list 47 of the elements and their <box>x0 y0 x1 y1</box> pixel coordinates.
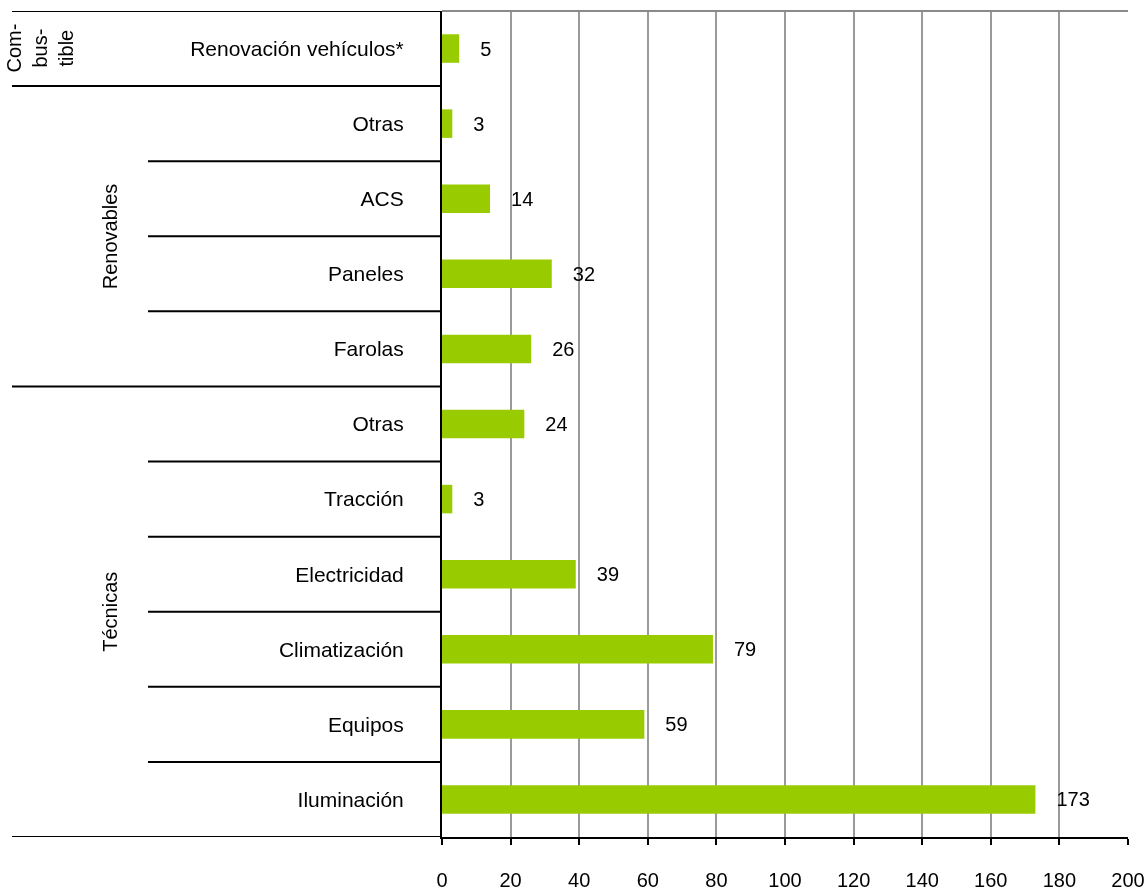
data-label: 5 <box>480 37 492 60</box>
y-tick-label: ACS <box>360 187 404 211</box>
text: Técnicas <box>99 571 122 652</box>
data-label: 173 <box>1056 788 1090 811</box>
x-tick-label: 0 <box>436 869 448 891</box>
y-tick-label: Paneles <box>327 262 404 286</box>
x-tick-label: 40 <box>568 869 591 891</box>
y-tick-label: Otras <box>352 111 404 135</box>
bar <box>442 484 453 514</box>
y-tick-label: Iluminación <box>297 787 404 811</box>
x-tick-label: 200 <box>1111 869 1145 891</box>
bar <box>442 184 491 213</box>
bar <box>442 559 576 589</box>
data-label: 32 <box>572 262 596 285</box>
x-tick-label: 20 <box>499 869 522 891</box>
data-label: 3 <box>473 112 485 135</box>
text: Com- bus- tible <box>3 23 78 73</box>
data-label: 14 <box>511 187 534 210</box>
data-label: 39 <box>596 563 620 586</box>
x-tick-label: 140 <box>905 869 939 891</box>
bar <box>442 34 460 63</box>
text: Renovables <box>98 183 121 290</box>
y-tick-label: Renovación vehículos* <box>190 36 404 60</box>
data-label: 24 <box>545 413 568 435</box>
x-tick-label: 120 <box>836 869 871 891</box>
y-tick-label: Electricidad <box>295 562 404 586</box>
bar <box>442 710 645 739</box>
data-label: 3 <box>473 488 485 511</box>
y-tick-label: Tracción <box>324 487 404 511</box>
data-label: 59 <box>665 713 688 736</box>
x-tick-label: 160 <box>974 869 1008 891</box>
bar <box>442 259 552 289</box>
data-label: 79 <box>733 638 757 661</box>
data-label: 26 <box>552 337 575 360</box>
bar <box>442 109 453 138</box>
x-tick-label: 180 <box>1042 869 1077 891</box>
y-tick-label: Otras <box>352 412 404 436</box>
x-tick-label: 60 <box>636 869 659 891</box>
y-tick-label: Climatización <box>278 637 404 661</box>
bar <box>442 334 532 364</box>
bar <box>442 635 713 664</box>
bar <box>442 785 1036 814</box>
y-tick-label: Equipos <box>327 712 404 736</box>
bar <box>442 409 525 439</box>
x-tick-label: 100 <box>768 869 802 891</box>
x-tick-label: 80 <box>705 869 728 891</box>
y-tick-label: Farolas <box>333 337 404 361</box>
